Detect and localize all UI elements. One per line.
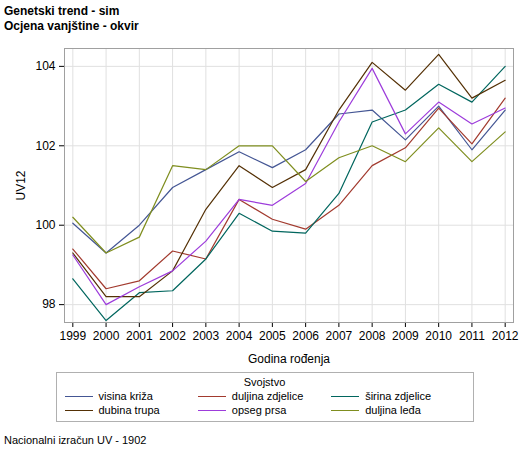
svg-text:2000: 2000	[93, 329, 120, 343]
svg-text:1999: 1999	[59, 329, 86, 343]
svg-text:102: 102	[35, 139, 55, 153]
html-text:visina križa: visina križa	[98, 390, 153, 402]
html-text:Ocjena vanjštine - okvir: Ocjena vanjštine - okvir	[4, 19, 139, 33]
svg-text:2009: 2009	[392, 329, 419, 343]
svg-text:2002: 2002	[159, 329, 186, 343]
svg-text:2006: 2006	[292, 329, 319, 343]
svg-text:2010: 2010	[425, 329, 452, 343]
svg-text:2011: 2011	[459, 329, 485, 343]
html-text:Genetski trend - sim: Genetski trend - sim	[4, 4, 120, 18]
html-text:opseg prsa: opseg prsa	[231, 404, 287, 416]
html-text:širina zdjelice: širina zdjelice	[365, 390, 432, 402]
svg-text:2003: 2003	[193, 329, 220, 343]
html-text:Nacionalni izračun UV - 1902: Nacionalni izračun UV - 1902	[4, 434, 147, 446]
svg-text:98: 98	[42, 297, 56, 311]
svg-text:100: 100	[35, 218, 55, 232]
svg-text:2012: 2012	[492, 329, 519, 343]
svg-text:2004: 2004	[226, 329, 253, 343]
svg-text:2001: 2001	[126, 329, 153, 343]
svg-text:UV12: UV12	[14, 170, 28, 200]
html-text:Svojstvo: Svojstvo	[243, 376, 286, 388]
html-text:duljina leđa: duljina leđa	[365, 404, 421, 416]
html-text:dubina trupa: dubina trupa	[98, 404, 160, 416]
svg-text:104: 104	[35, 59, 55, 73]
html-text:duljina zdjelice: duljina zdjelice	[231, 390, 304, 402]
svg-text:2005: 2005	[259, 329, 286, 343]
svg-text:Godina rođenja: Godina rođenja	[248, 352, 330, 366]
svg-text:2008: 2008	[359, 329, 386, 343]
svg-text:2007: 2007	[326, 329, 353, 343]
